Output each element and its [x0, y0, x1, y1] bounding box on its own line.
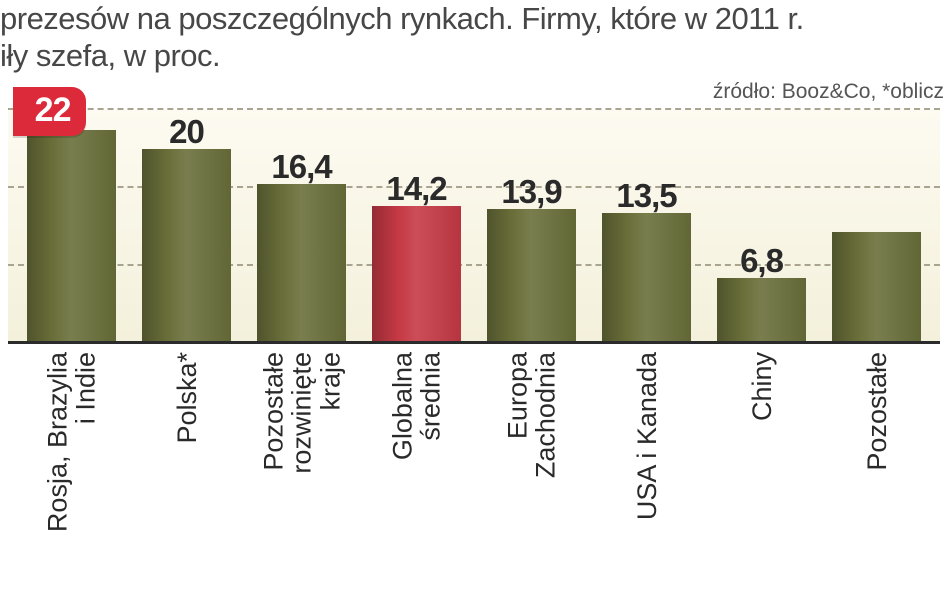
- bar-value: 6,8: [740, 242, 783, 280]
- bar: 20: [142, 149, 232, 344]
- x-label: Chiny: [747, 352, 775, 421]
- x-label: Globalna średnia: [388, 352, 445, 460]
- bar-slot: 13,9: [474, 209, 589, 345]
- bar-value: 14,2: [386, 170, 446, 208]
- bar: [832, 232, 922, 344]
- bar-slot: [819, 232, 934, 344]
- x-label-slot: Rosja, Brazylia i Indie: [14, 344, 129, 590]
- chart-title: prezesów na poszczególnych rynkach. Firm…: [0, 0, 948, 74]
- bar: 16,4: [257, 184, 347, 344]
- bar-slot: 16,4: [244, 184, 359, 344]
- x-label: Pozostałe rozwinięte kraje: [259, 352, 344, 474]
- x-label: Europa Zachodnia: [503, 352, 560, 478]
- bar: 14,2: [372, 206, 462, 344]
- bar-slot: 14,2: [359, 206, 474, 344]
- title-line-1: prezesów na poszczególnych rynkach. Firm…: [0, 0, 948, 37]
- x-label-slot: Chiny: [704, 344, 819, 590]
- bar-value: 16,4: [271, 148, 331, 186]
- x-label: USA i Kanada: [632, 352, 660, 520]
- x-label: Rosja, Brazylia i Indie: [43, 352, 100, 532]
- bar-slot: 20: [129, 149, 244, 344]
- x-label: Pozostałe: [862, 352, 890, 471]
- chart-source: źródło: Booz&Co, *oblicz: [0, 80, 948, 104]
- bar-slot: 6,8: [704, 278, 819, 344]
- bar-slot: 13,5: [589, 213, 704, 345]
- bar-value: 13,5: [616, 177, 676, 215]
- x-label-slot: Europa Zachodnia: [474, 344, 589, 590]
- bar: 6,8: [717, 278, 807, 344]
- x-label-slot: Pozostałe rozwinięte kraje: [244, 344, 359, 590]
- bar: 22: [27, 130, 117, 345]
- bars-container: 2220 16,4 14,2 13,9 13,5 6,8: [8, 130, 940, 345]
- x-label-slot: Globalna średnia: [359, 344, 474, 590]
- x-label-slot: Polska*: [129, 344, 244, 590]
- x-axis-labels: Rosja, Brazylia i Indie Polska* Pozostałe …: [8, 344, 940, 590]
- bar-slot: 22: [14, 130, 129, 345]
- x-label-slot: USA i Kanada: [589, 344, 704, 590]
- bar-value: 13,9: [501, 173, 561, 211]
- title-line-2: iły szefa, w proc.: [0, 37, 948, 74]
- gridline: [8, 108, 940, 110]
- bar-value: 20: [169, 113, 204, 151]
- ceo-turnover-chart: 222016,414,213,913,56,8 Rosja, Brazylia …: [0, 110, 948, 590]
- value-badge: 22: [13, 87, 87, 136]
- bar: 13,5: [602, 213, 692, 345]
- chart-plot-area: 222016,414,213,913,56,8: [8, 110, 940, 344]
- x-label: Polska*: [172, 352, 200, 444]
- bar: 13,9: [487, 209, 577, 345]
- x-label-slot: Pozostałe: [819, 344, 934, 590]
